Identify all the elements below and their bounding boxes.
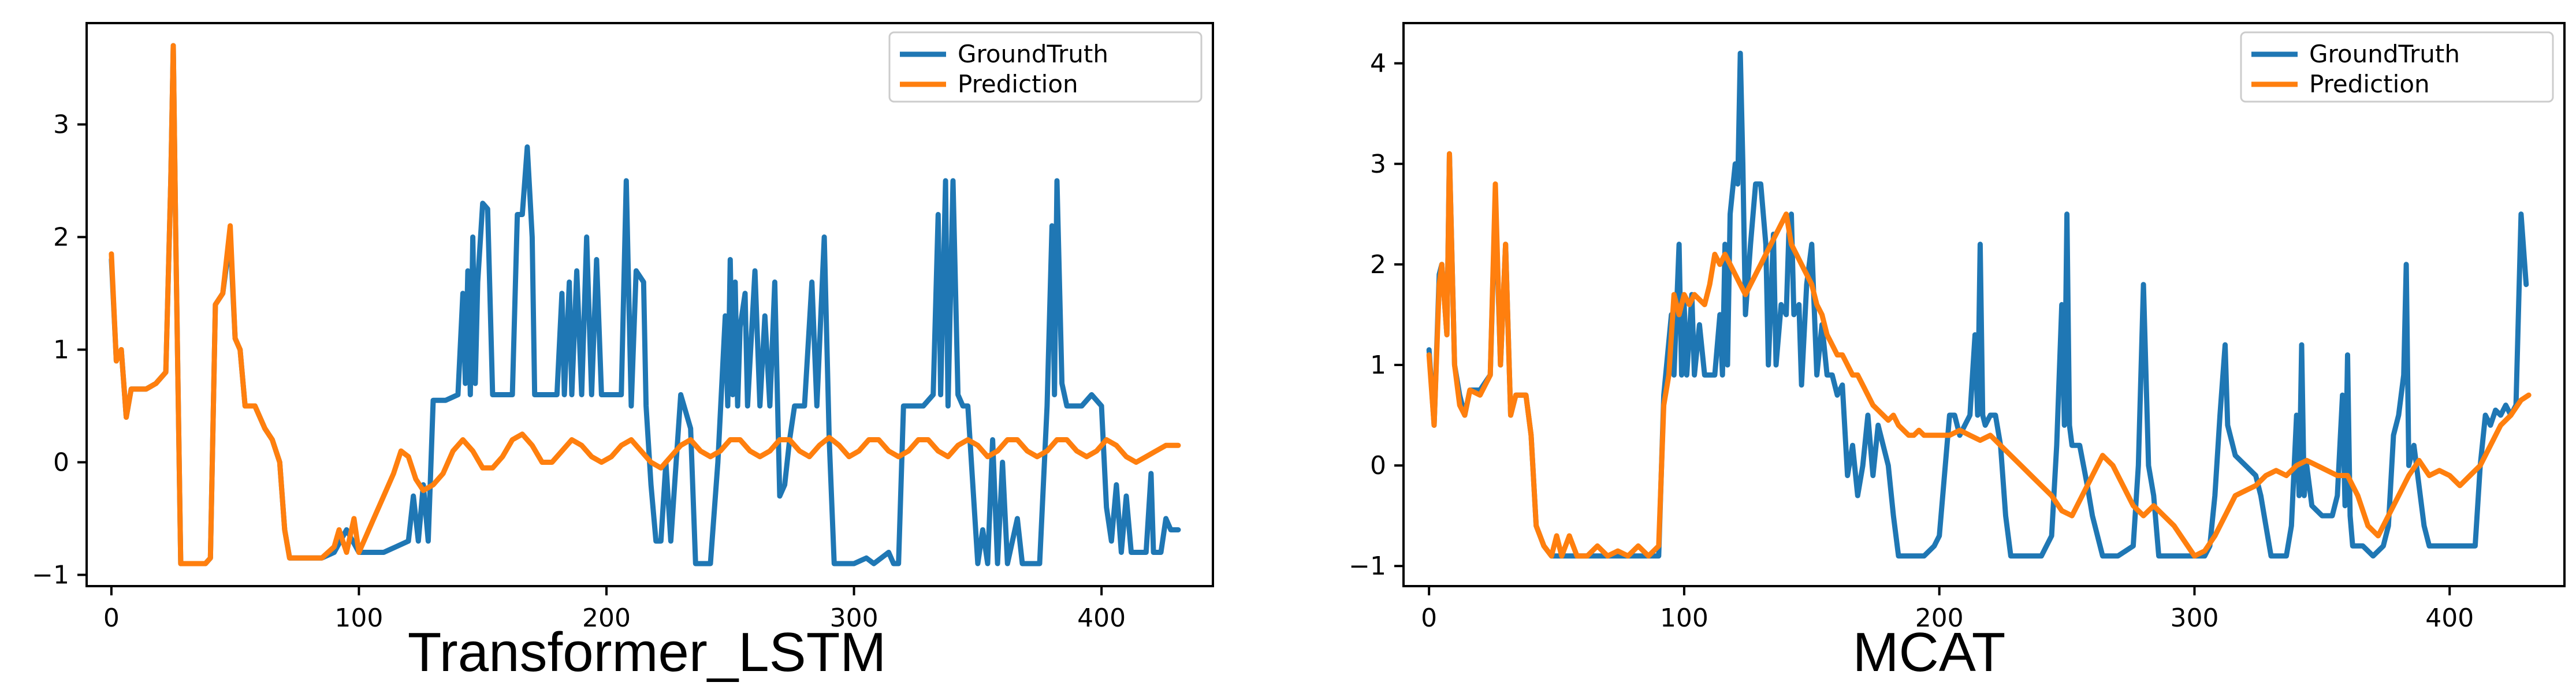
y-tick-label: 3: [1370, 150, 1386, 179]
y-tick-label: 0: [53, 448, 69, 478]
legend-label: GroundTruth: [958, 40, 1108, 68]
x-tick-label: 0: [103, 603, 120, 633]
x-tick-label: 100: [1660, 603, 1708, 633]
chart-title: MCAT: [1852, 621, 2006, 683]
series-line-prediction: [1426, 151, 2532, 559]
y-tick-label: −1: [32, 561, 69, 590]
x-tick-label: 200: [1915, 603, 1964, 633]
x-tick-label: 200: [582, 603, 631, 633]
chart-title: Transformer_LSTM: [407, 621, 887, 683]
x-tick-label: 400: [2425, 603, 2474, 633]
y-tick-label: 2: [53, 223, 69, 252]
legend-box: [2240, 31, 2554, 103]
y-tick-label: 1: [53, 336, 69, 365]
legend-label: Prediction: [2309, 70, 2430, 98]
legend-label: Prediction: [958, 70, 1078, 98]
legend-box: [888, 31, 1203, 103]
y-tick-label: 3: [53, 110, 69, 140]
series-line-prediction: [109, 43, 1181, 566]
chart-mcat: 0 100 200 300 400 −1 0 1 2 3 4 GroundTruthPredictio…: [1349, 22, 2566, 633]
plot-frame: [1402, 22, 2566, 587]
y-tick-label: 1: [1370, 351, 1386, 380]
y-tick-label: 4: [1370, 49, 1386, 79]
series-line-groundtruth: [1426, 50, 2529, 559]
x-tick-label: 400: [1077, 603, 1126, 633]
y-tick-label: 0: [1370, 451, 1386, 480]
x-tick-label: 100: [334, 603, 383, 633]
legend-label: GroundTruth: [2309, 40, 2460, 68]
y-tick-label: 2: [1370, 250, 1386, 279]
x-tick-label: 300: [2170, 603, 2218, 633]
plot-frame: [85, 22, 1214, 587]
x-tick-label: 300: [830, 603, 878, 633]
y-tick-label: −1: [1349, 551, 1386, 581]
series-line-groundtruth: [109, 43, 1181, 566]
x-tick-label: 0: [1421, 603, 1437, 633]
